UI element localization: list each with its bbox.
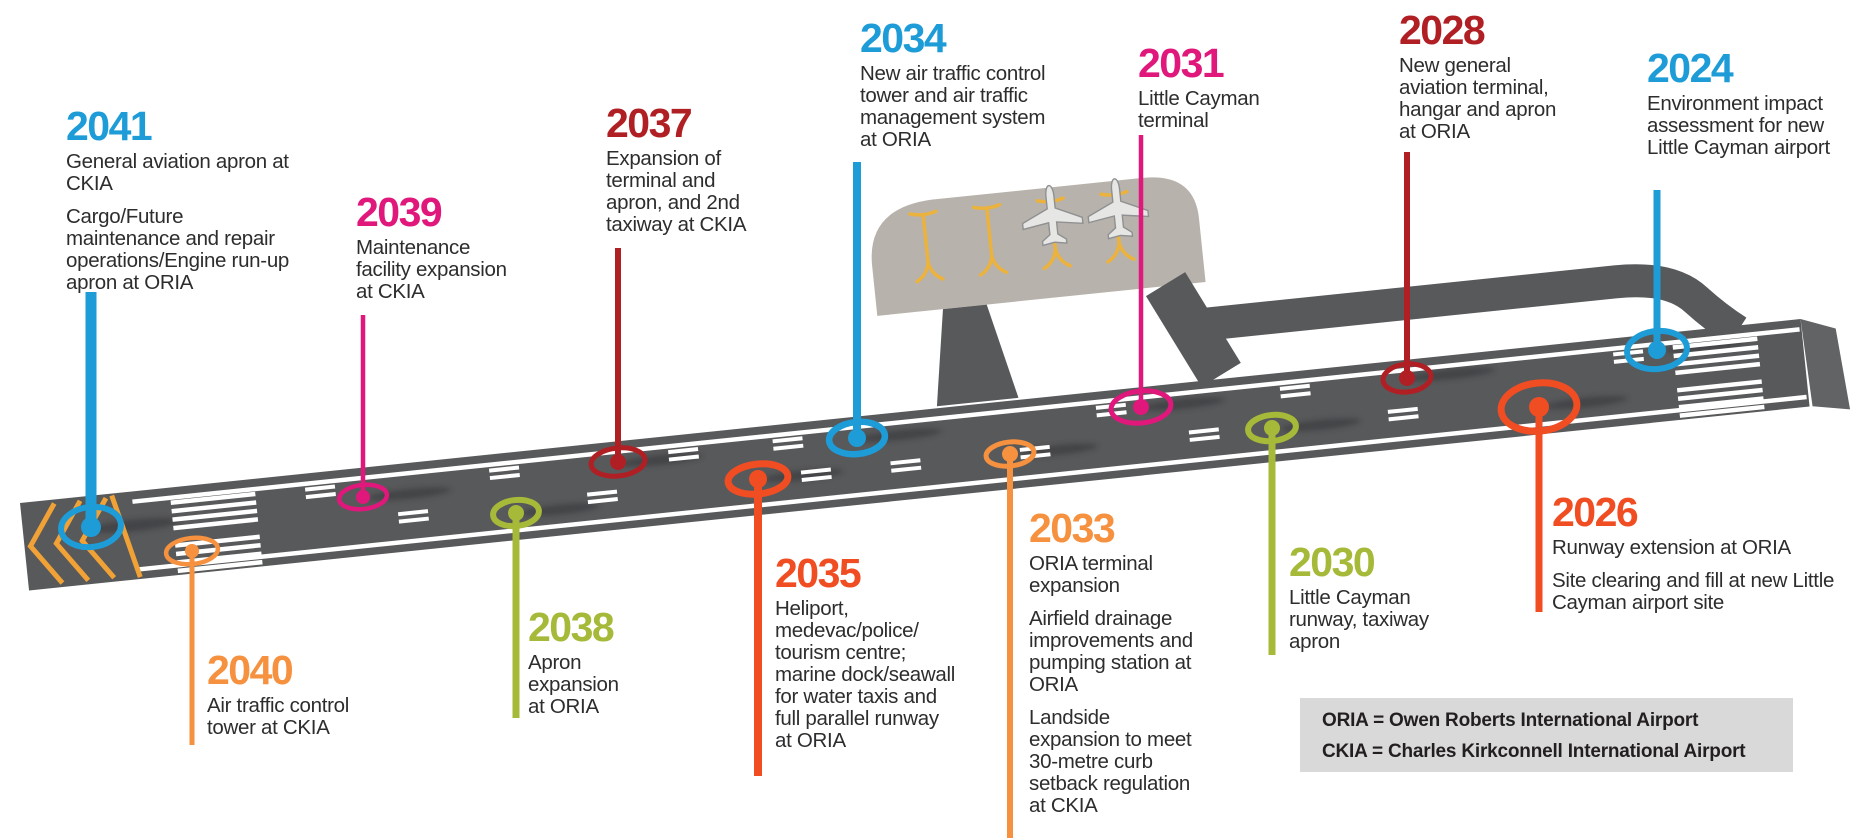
timeline-marker-2031 [1108, 388, 1174, 426]
event-2039: 2039 Maintenance facility expansion at C… [356, 192, 526, 303]
timeline-marker-dot-2041 [81, 517, 101, 537]
event-2035-desc: Heliport, medevac/police/ tourism centre… [775, 597, 956, 752]
timeline-marker-dot-2024 [1648, 341, 1666, 359]
event-2028-year: 2028 [1399, 7, 1486, 53]
abbreviation-legend: ORIA = Owen Roberts International Airpor… [1300, 698, 1793, 772]
airplane-icon [1087, 178, 1150, 240]
timeline-markers [58, 135, 1690, 838]
event-2030-desc: Little Cayman runway, taxiway apron [1289, 586, 1429, 653]
event-2026-desc: Site clearing and fill at new Little Cay… [1552, 569, 1835, 614]
airplane-icon [1021, 184, 1084, 247]
timeline-marker-dot-2028 [1399, 370, 1415, 386]
timeline-marker-dot-2026 [1529, 397, 1549, 417]
event-2024: 2024 Environment impact assessment for n… [1647, 48, 1847, 159]
event-2033-desc: Airfield drainage improvements and pumpi… [1029, 607, 1193, 696]
event-2033-desc: ORIA terminal expansion [1029, 552, 1153, 597]
event-2041: 2041 General aviation apron at CKIA Carg… [66, 106, 296, 294]
event-2024-year: 2024 [1647, 45, 1734, 91]
timeline-marker-2040 [163, 535, 221, 567]
event-2034-year: 2034 [860, 15, 947, 61]
event-2038: 2038 Apron expansion at ORIA [528, 607, 640, 718]
event-2034-desc: New air traffic control tower and air tr… [860, 62, 1046, 151]
timeline-marker-2041 [58, 503, 124, 551]
apron-connector-taxiway [936, 304, 1019, 407]
timeline-marker-2034 [825, 418, 889, 458]
timeline-marker-2024 [1624, 327, 1690, 373]
timeline-marker-2039 [336, 482, 390, 512]
event-2040-desc: Air traffic control tower at CKIA [207, 694, 350, 739]
runway-end-cap [1800, 319, 1851, 410]
event-2033-desc: Landside expansion to meet 30-metre curb… [1029, 706, 1192, 817]
threshold-right [1672, 336, 1765, 418]
event-2033: 2033 ORIA terminal expansion Airfield dr… [1029, 508, 1204, 817]
timeline-marker-dot-2034 [848, 429, 866, 447]
runway-edge-line-bottom [139, 394, 1807, 572]
event-2038-desc: Apron expansion at ORIA [528, 651, 619, 718]
timeline-marker-2037 [588, 445, 648, 479]
timeline-marker-2030 [1245, 411, 1299, 445]
event-2041-desc: Cargo/Future maintenance and repair oper… [66, 205, 290, 294]
event-2037-year: 2037 [606, 100, 693, 146]
event-2041-desc: General aviation apron at CKIA [66, 150, 289, 195]
event-2031-desc: Little Cayman terminal [1138, 87, 1260, 132]
event-2035-year: 2035 [775, 550, 862, 596]
event-2028: 2028 New general aviation terminal, hang… [1399, 10, 1574, 143]
event-2030: 2030 Little Cayman runway, taxiway apron [1289, 542, 1449, 653]
legend-line-ckia: CKIA = Charles Kirkconnell International… [1322, 741, 1746, 762]
timeline-marker-2038 [490, 496, 542, 530]
event-2040: 2040 Air traffic control tower at CKIA [207, 650, 382, 739]
runway-edge-line-top [132, 327, 1800, 504]
event-2035: 2035 Heliport, medevac/police/ tourism c… [775, 553, 960, 752]
parallel-taxiway [1186, 264, 1747, 346]
event-2041-year: 2041 [66, 103, 153, 149]
timeline-marker-dot-2030 [1264, 420, 1280, 436]
legend-line-oria: ORIA = Owen Roberts International Airpor… [1322, 710, 1699, 731]
runway [20, 319, 1810, 591]
event-2034: 2034 New air traffic control tower and a… [860, 18, 1065, 151]
event-2033-year: 2033 [1029, 505, 1116, 551]
chevron-markings [27, 494, 143, 585]
runway-scene [20, 177, 1851, 591]
timeline-marker-dot-2037 [610, 454, 626, 470]
timeline-marker-2035 [724, 460, 792, 498]
event-2031: 2031 Little Cayman terminal [1138, 43, 1288, 132]
timeline-marker-dot-2039 [356, 490, 370, 504]
event-2026-year: 2026 [1552, 489, 1639, 535]
event-2026-desc: Runway extension at ORIA [1552, 536, 1791, 559]
event-2037: 2037 Expansion of terminal and apron, an… [606, 103, 766, 236]
event-2040-year: 2040 [207, 647, 294, 693]
event-2028-desc: New general aviation terminal, hangar an… [1399, 54, 1557, 143]
event-2031-year: 2031 [1138, 40, 1225, 86]
timeline-marker-2028 [1380, 361, 1434, 395]
timeline-marker-2033 [983, 439, 1037, 469]
event-2026: 2026 Runway extension at ORIA Site clear… [1552, 492, 1862, 614]
event-2039-desc: Maintenance facility expansion at CKIA [356, 236, 507, 303]
event-2024-desc: Environment impact assessment for new Li… [1647, 92, 1830, 159]
timeline-marker-dot-2031 [1133, 399, 1149, 415]
event-2030-year: 2030 [1289, 539, 1376, 585]
timeline-marker-dot-2035 [749, 470, 767, 488]
timeline-marker-dot-2040 [185, 544, 199, 558]
event-2039-year: 2039 [356, 189, 443, 235]
event-2038-year: 2038 [528, 604, 615, 650]
timeline-marker-dot-2033 [1002, 446, 1018, 462]
timeline-marker-2026 [1497, 379, 1581, 435]
event-2037-desc: Expansion of terminal and apron, and 2nd… [606, 147, 747, 236]
timeline-marker-dot-2038 [508, 505, 524, 521]
